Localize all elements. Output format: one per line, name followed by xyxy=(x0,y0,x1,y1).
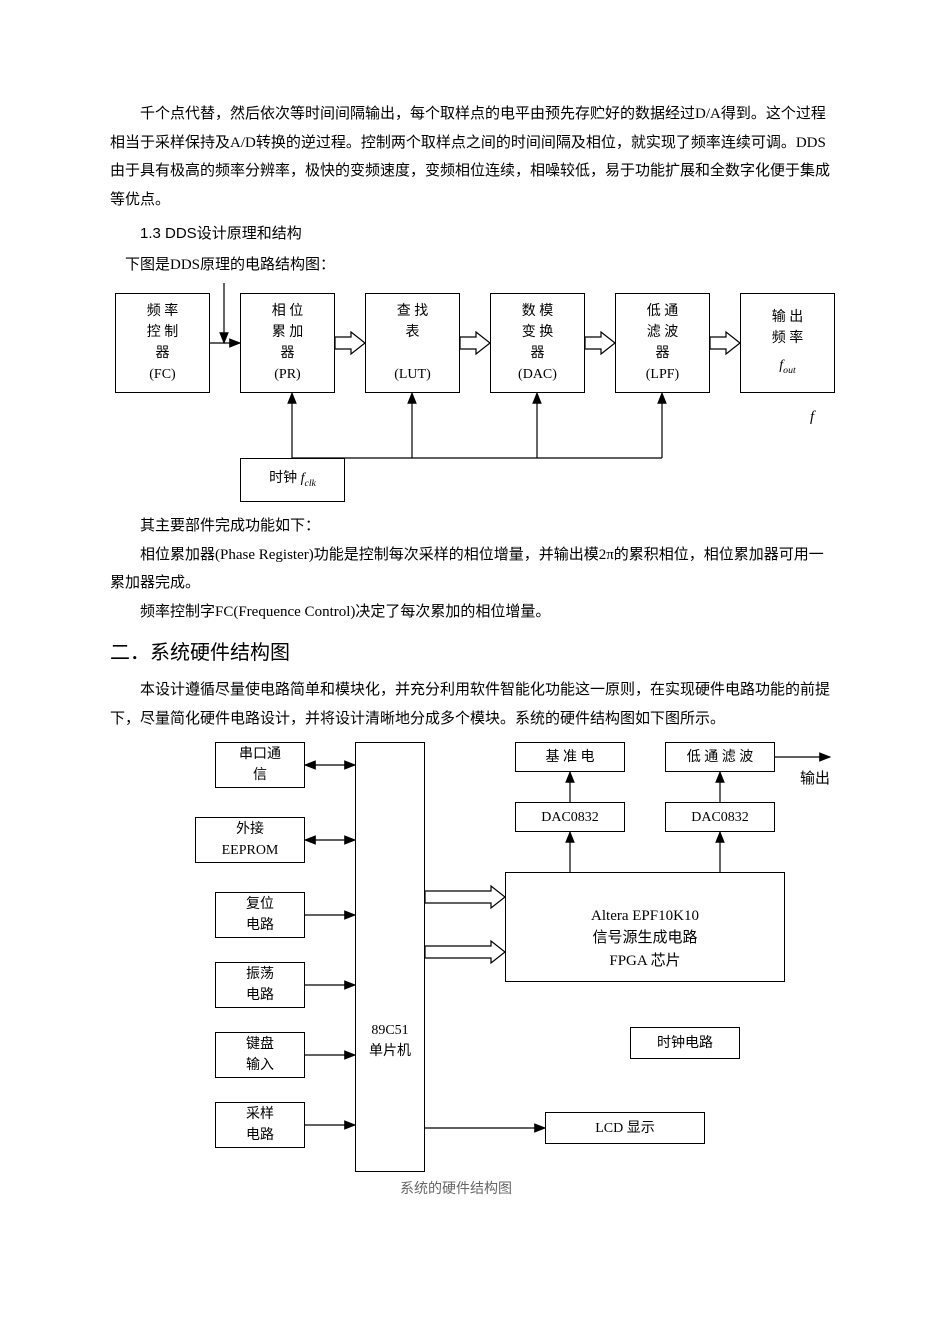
block-dac: 数 模变 换器(DAC) xyxy=(490,293,585,393)
block-out: 输 出频 率fout xyxy=(740,293,835,393)
label-f: f xyxy=(810,403,814,432)
block-fc: 频 率控 制器(FC) xyxy=(115,293,210,393)
diagram-caption: 系统的硬件结构图 xyxy=(400,1177,512,1204)
paragraph: 其主要部件完成功能如下： xyxy=(110,512,835,541)
block-fpga: Altera EPF10K10信号源生成电路FPGA 芯片 xyxy=(505,872,785,982)
paragraph: 下图是DDS原理的电路结构图： xyxy=(125,251,835,280)
block-lpf: 低 通滤 波器(LPF) xyxy=(615,293,710,393)
dds-block-diagram: 频 率控 制器(FC) 相 位累 加器(PR) 查 找表 (LUT) 数 模变 换器(… xyxy=(110,283,845,508)
block-ref: 基 准 电 xyxy=(515,742,625,772)
block-lpf2: 低 通 滤 波 xyxy=(665,742,775,772)
paragraph: 千个点代替，然后依次等时间间隔输出，每个取样点的电平由预先存贮好的数据经过D/A… xyxy=(110,100,835,214)
block-clkc: 时钟电路 xyxy=(630,1027,740,1059)
hardware-structure-diagram: 串口通信外接EEPROM 复位电路振荡电路键盘输入采样电路 89C51单片机 基 准… xyxy=(110,737,845,1207)
block-eeprom: 外接EEPROM xyxy=(195,817,305,863)
block-dac2: DAC0832 xyxy=(665,802,775,832)
block-samp: 采样电路 xyxy=(215,1102,305,1148)
block-dac1: DAC0832 xyxy=(515,802,625,832)
block-serial: 串口通信 xyxy=(215,742,305,788)
block-pr: 相 位累 加器(PR) xyxy=(240,293,335,393)
block-clk: 时钟 fclk xyxy=(240,458,345,502)
paragraph: 频率控制字FC(Frequence Control)决定了每次累加的相位增量。 xyxy=(110,598,835,627)
block-kbd: 键盘输入 xyxy=(215,1032,305,1078)
subheading-1-3: 1.3 DDS设计原理和结构 xyxy=(140,220,835,249)
block-lut: 查 找表 (LUT) xyxy=(365,293,460,393)
section-heading-2: 二．系统硬件结构图 xyxy=(110,634,835,672)
block-osc: 振荡电路 xyxy=(215,962,305,1008)
paragraph: 本设计遵循尽量使电路简单和模块化，并充分利用软件智能化功能这一原则，在实现硬件电… xyxy=(110,676,835,733)
block-reset: 复位电路 xyxy=(215,892,305,938)
block-lcd: LCD 显示 xyxy=(545,1112,705,1144)
label-output: 输出 xyxy=(800,765,830,794)
block-mcu: 89C51单片机 xyxy=(355,742,425,1172)
paragraph: 相位累加器(Phase Register)功能是控制每次采样的相位增量，并输出模… xyxy=(110,541,835,598)
